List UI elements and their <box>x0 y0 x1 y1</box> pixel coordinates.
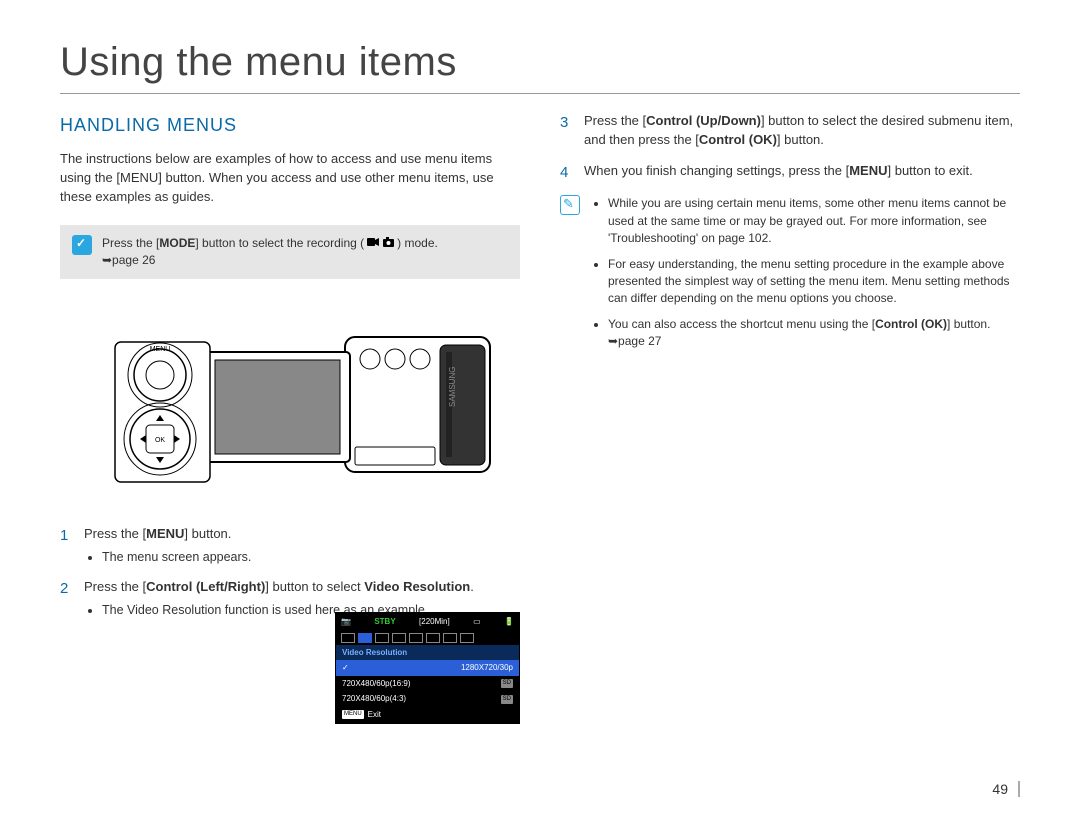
step-text: Press the [ <box>584 113 646 128</box>
tip-text: You can also access the shortcut menu us… <box>608 317 875 331</box>
step-1: 1 Press the [MENU] button. The menu scre… <box>60 525 520 566</box>
note-text-part: ) mode. <box>397 236 438 250</box>
tips-list: While you are using certain menu items, … <box>608 195 1020 358</box>
tip-item: While you are using certain menu items, … <box>608 195 1020 247</box>
step-body: When you finish changing settings, press… <box>584 162 1020 184</box>
step-3: 3 Press the [Control (Up/Down)] button t… <box>560 112 1020 150</box>
step-body: Press the [MENU] button. The menu screen… <box>84 525 520 566</box>
step-text: ] button to exit. <box>888 163 973 178</box>
step-bold: Control (Up/Down) <box>646 113 761 128</box>
right-column: 3 Press the [Control (Up/Down)] button t… <box>560 112 1020 631</box>
stby-label: STBY <box>374 616 395 628</box>
menu-row-selected: 1280X720/30p <box>336 660 519 676</box>
step-bold: Control (Left/Right) <box>146 579 265 594</box>
note-text: Press the [MODE] button to select the re… <box>102 235 438 270</box>
page-title: Using the menu items <box>60 40 1020 85</box>
page-number: 49 <box>992 781 1020 797</box>
tip-item: For easy understanding, the menu setting… <box>608 256 1020 308</box>
step-bullet: The menu screen appears. <box>102 548 520 566</box>
note-text-part: ] button to select the recording ( <box>195 236 367 250</box>
menu-row-label: 720X480/60p(4:3) <box>342 693 406 705</box>
mode-icon: 📷 <box>341 616 351 628</box>
step-body: Press the [Control (Up/Down)] button to … <box>584 112 1020 150</box>
menu-tab-row <box>336 631 519 645</box>
title-rule <box>60 93 1020 94</box>
video-mode-icon <box>367 237 379 247</box>
time-remaining: [220Min] <box>419 616 450 628</box>
camera-illustration: SAMSUNG MENU <box>60 297 520 507</box>
step-number: 3 <box>560 112 574 150</box>
tip-item: You can also access the shortcut menu us… <box>608 316 1020 351</box>
svg-text:SAMSUNG: SAMSUNG <box>448 367 457 407</box>
menu-label: MENU <box>150 346 171 353</box>
step-4: 4 When you finish changing settings, pre… <box>560 162 1020 184</box>
menu-row-label: 1280X720/30p <box>461 662 513 674</box>
step-bold: MENU <box>849 163 887 178</box>
pencil-icon <box>560 195 580 215</box>
step-text: ] button to select <box>265 579 364 594</box>
step-bold: Video Resolution <box>364 579 470 594</box>
note-box-tips: While you are using certain menu items, … <box>560 195 1020 358</box>
step-bold: MENU <box>146 526 184 541</box>
intro-text: The instructions below are examples of h… <box>60 150 520 207</box>
card-icon: ▭ <box>473 616 481 628</box>
note-bold: MODE <box>159 236 195 250</box>
note-box-mode: Press the [MODE] button to select the re… <box>60 225 520 280</box>
exit-label: Exit <box>368 709 381 721</box>
menu-row: 720X480/60p(16:9) SD <box>336 676 519 692</box>
menu-header: Video Resolution <box>336 645 519 661</box>
note-page-ref: ➥page 26 <box>102 253 155 267</box>
camera-svg: SAMSUNG MENU <box>60 297 520 507</box>
step-text: ] button. <box>184 526 231 541</box>
step-number: 2 <box>60 578 74 619</box>
step-text: ] button. <box>777 132 824 147</box>
battery-icon: 🔋 <box>504 616 514 628</box>
step-text: Press the [ <box>84 579 146 594</box>
step-text: . <box>470 579 474 594</box>
check-icon <box>72 235 92 255</box>
steps-left: 1 Press the [MENU] button. The menu scre… <box>60 525 520 619</box>
step-number: 1 <box>60 525 74 566</box>
section-heading: HANDLING MENUS <box>60 112 520 138</box>
menu-exit-row: MENU Exit <box>336 707 519 723</box>
lcd-screenshot: 📷 STBY [220Min] ▭ 🔋 Video Resolution 128… <box>335 612 520 724</box>
menu-row: 720X480/60p(4:3) SD <box>336 691 519 707</box>
step-number: 4 <box>560 162 574 184</box>
tip-bold: Control (OK) <box>875 317 947 331</box>
step-text: When you finish changing settings, press… <box>584 163 849 178</box>
sd-badge: SD <box>501 679 513 688</box>
photo-mode-icon <box>383 237 394 247</box>
menu-row-label: 720X480/60p(16:9) <box>342 678 411 690</box>
note-text-part: Press the [ <box>102 236 159 250</box>
ok-label: OK <box>155 437 165 444</box>
step-text: Press the [ <box>84 526 146 541</box>
step-bold: Control (OK) <box>699 132 777 147</box>
sd-badge: SD <box>501 695 513 704</box>
menu-key-badge: MENU <box>342 710 364 719</box>
left-column: HANDLING MENUS The instructions below ar… <box>60 112 520 631</box>
